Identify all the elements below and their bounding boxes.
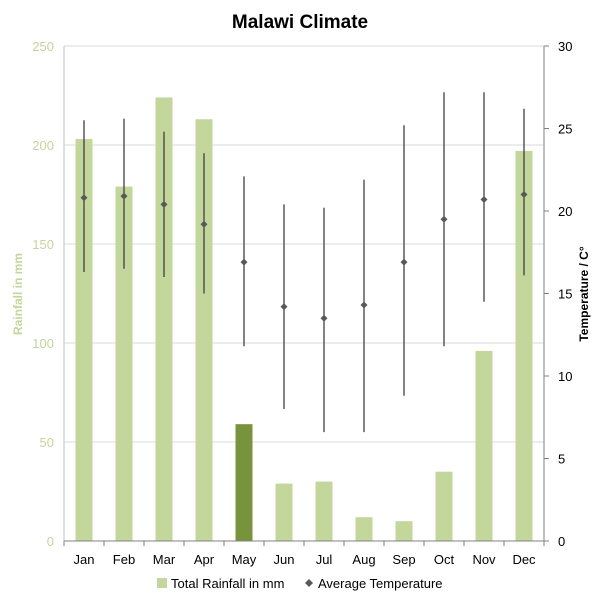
temperature-point [400,258,408,266]
rainfall-bar [275,483,293,541]
y-tick-label-right: 0 [558,534,565,549]
temperature-point [80,194,88,202]
y-tick-label-left: 200 [32,138,54,153]
rainfall-bar [235,424,253,541]
y-tick-label-left: 100 [32,336,54,351]
temperature-point [200,220,208,228]
rainfall-bar [75,139,93,541]
y-tick-label-right: 20 [558,204,572,219]
y-tick-label-right: 30 [558,39,572,54]
y-tick-label-right: 10 [558,369,572,384]
y-tick-label-left: 150 [32,237,54,252]
legend-temperature-label: Average Temperature [318,576,443,591]
x-tick-label: May [232,552,257,567]
temperature-point [160,200,168,208]
chart-title: Malawi Climate [232,12,368,33]
rainfall-bar [395,521,413,541]
y-tick-label-left: 0 [47,534,54,549]
temperature-series [80,92,528,433]
y-tick-label-right: 15 [558,287,572,302]
x-tick-label: Mar [153,552,176,567]
x-tick-label: Aug [352,552,375,567]
x-tick-label: Oct [434,552,455,567]
gridlines [64,45,544,542]
legend-rainfall-swatch [157,578,167,588]
x-tick-label: Sep [392,552,415,567]
x-tick-label: Nov [472,552,496,567]
legend-rainfall-label: Total Rainfall in mm [171,576,284,591]
y-axis-right-title: Temperature / C° [577,246,591,341]
rainfall-bar [435,471,453,541]
y-tick-label-right: 25 [558,122,572,137]
temperature-point [320,314,328,322]
temperature-point [280,303,288,311]
legend-temperature-marker [305,579,313,587]
x-tick-label: Jul [316,552,333,567]
axes [63,45,549,546]
y-tick-label-right: 5 [558,452,565,467]
temperature-point [360,301,368,309]
y-tick-label-left: 50 [40,435,54,450]
rainfall-bar [155,97,173,541]
temperature-point [520,191,528,198]
rainfall-bar [355,517,373,541]
rainfall-bar [115,186,133,541]
x-tick-label: Feb [113,552,135,567]
rainfall-bar [515,150,533,541]
temperature-point [120,192,128,200]
x-tick-label: Dec [512,552,536,567]
x-tick-label: Apr [194,552,215,567]
rainfall-bar [315,481,333,541]
x-tick-label: Jan [74,552,95,567]
rainfall-bars [75,97,533,541]
y-tick-label-left: 250 [32,39,54,54]
x-tick-label: Jun [274,552,295,567]
temperature-point [440,215,448,223]
tick-labels: 0 50 100 150 200 250 0 5 10 15 20 25 30 Jan Feb Mar Apr M… [32,39,572,567]
rainfall-bar [475,350,493,541]
y-axis-left-title: Rainfall in mm [11,253,25,335]
rainfall-bar [195,119,213,541]
temperature-point [480,195,488,203]
legend: Total Rainfall in mm Average Temperature [157,576,443,591]
temperature-point [240,258,248,266]
